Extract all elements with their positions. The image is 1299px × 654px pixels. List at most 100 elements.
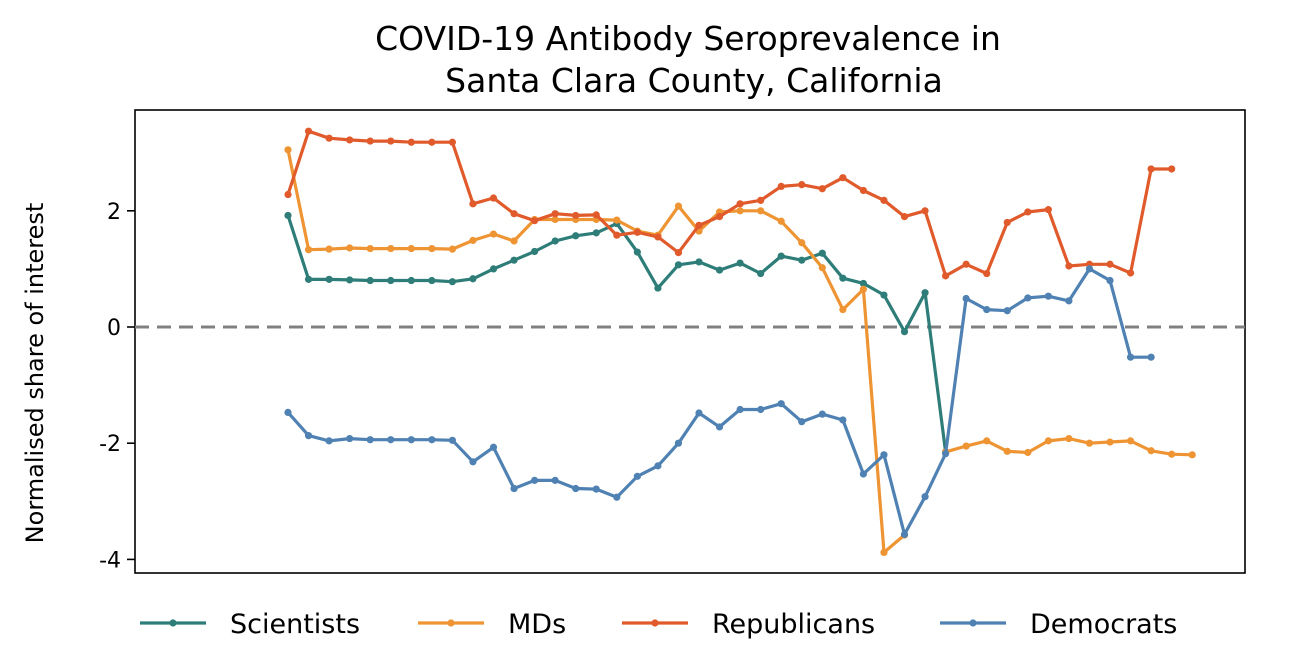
data-point-scientists (695, 258, 703, 266)
data-point-scientists (346, 276, 354, 284)
data-point-democrats (798, 418, 806, 426)
chart-title-line-1: COVID-19 Antibody Seroprevalence in (375, 19, 1001, 58)
data-point-democrats (304, 432, 313, 440)
data-point-democrats (613, 493, 621, 501)
data-point-democrats (366, 436, 374, 444)
data-point-democrats (1126, 353, 1135, 361)
data-point-republicans (942, 272, 950, 280)
data-point-republicans (736, 200, 744, 208)
data-point-democrats (695, 409, 703, 417)
series-line-democrats (286, 267, 1153, 536)
data-point-scientists (407, 276, 415, 285)
data-point-democrats (572, 484, 580, 493)
data-point-scientists (839, 274, 847, 282)
data-point-democrats (489, 443, 498, 451)
legend-swatch-marker (447, 619, 455, 627)
data-point-mds (448, 245, 456, 253)
data-point-democrats (715, 423, 724, 431)
data-point-democrats (900, 530, 909, 539)
data-point-mds (510, 237, 518, 245)
data-point-democrats (346, 434, 354, 443)
data-point-scientists (304, 275, 313, 283)
legend-swatch-marker (169, 619, 177, 627)
data-point-mds (1044, 437, 1052, 445)
data-point-republicans (654, 233, 662, 241)
data-point-scientists (818, 249, 826, 257)
data-point-mds (1106, 438, 1114, 446)
data-point-republicans (531, 217, 539, 225)
data-point-democrats (387, 436, 395, 444)
data-point-scientists (880, 291, 888, 299)
data-point-democrats (448, 436, 456, 444)
legend-label: Democrats (1030, 609, 1177, 640)
data-point-scientists (531, 247, 539, 256)
data-point-scientists (489, 265, 498, 273)
data-point-republicans (798, 181, 806, 189)
data-point-mds (304, 246, 313, 254)
data-point-mds (551, 215, 559, 224)
data-point-republicans (387, 137, 395, 145)
data-point-democrats (1085, 265, 1094, 273)
data-point-republicans (880, 196, 888, 204)
data-point-mds (962, 442, 970, 450)
data-point-scientists (448, 278, 456, 286)
data-point-republicans (428, 138, 436, 146)
data-point-democrats (736, 405, 744, 414)
data-point-scientists (715, 266, 724, 274)
data-point-mds (1188, 451, 1196, 459)
data-point-scientists (633, 248, 641, 256)
data-point-republicans (1044, 206, 1052, 214)
legend-label: Scientists (230, 609, 360, 640)
data-point-mds (1168, 450, 1176, 458)
data-point-republicans (613, 231, 621, 239)
data-point-mds (798, 239, 806, 247)
data-point-republicans (304, 127, 313, 135)
data-point-scientists (284, 211, 292, 220)
data-point-democrats (674, 439, 683, 447)
data-point-democrats (1044, 292, 1052, 300)
data-point-republicans (1024, 208, 1032, 216)
data-point-democrats (633, 472, 641, 480)
data-point-democrats (654, 462, 662, 470)
data-point-democrats (921, 493, 929, 501)
data-point-democrats (839, 416, 847, 424)
data-point-mds (674, 202, 683, 210)
data-point-democrats (983, 305, 991, 314)
data-point-scientists (572, 232, 580, 240)
data-point-mds (325, 245, 333, 253)
data-point-mds (736, 207, 744, 215)
series-republicans (284, 127, 1176, 280)
chart-title-line-2: Santa Clara County, California (445, 61, 943, 100)
data-point-scientists (859, 279, 868, 288)
data-point-democrats (510, 484, 518, 493)
data-point-republicans (1126, 269, 1135, 277)
data-point-republicans (715, 213, 724, 221)
data-point-republicans (325, 134, 333, 142)
data-point-democrats (1003, 307, 1011, 315)
data-point-mds (777, 217, 785, 225)
y-tick-label: -4 (99, 548, 121, 573)
data-point-republicans (469, 200, 477, 208)
data-point-scientists (469, 275, 477, 283)
data-point-mds (1126, 437, 1135, 445)
data-point-democrats (407, 436, 415, 444)
data-point-mds (859, 285, 868, 293)
data-point-democrats (880, 451, 888, 459)
data-point-scientists (798, 256, 806, 264)
data-point-democrats (592, 485, 600, 493)
y-axis-ticks: 2 0 -2 -4 (99, 200, 135, 573)
series-layer (284, 127, 1196, 557)
y-axis-label: Normalised share of interest (21, 203, 49, 544)
data-point-mds (818, 264, 826, 272)
series-line-scientists (286, 213, 948, 454)
data-point-republicans (921, 207, 929, 215)
data-point-democrats (777, 400, 785, 408)
data-point-republicans (839, 174, 847, 182)
data-point-democrats (962, 294, 970, 303)
data-point-mds (839, 305, 847, 314)
legend-label: Republicans (712, 609, 875, 640)
data-point-democrats (284, 408, 292, 417)
data-point-mds (1065, 434, 1073, 443)
data-point-scientists (777, 252, 785, 260)
legend-swatch-marker (969, 619, 977, 627)
